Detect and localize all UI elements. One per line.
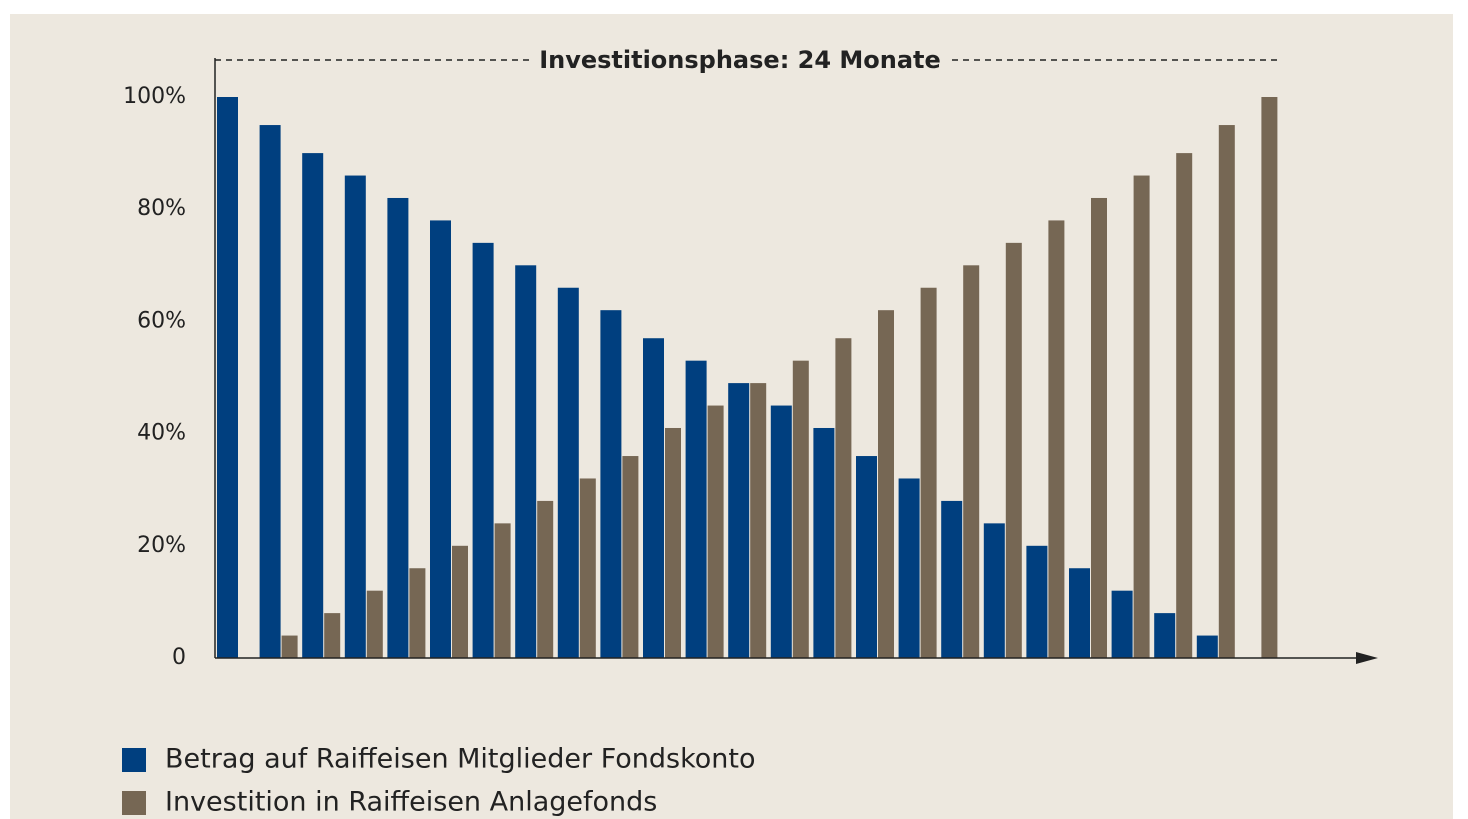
- legend-swatch: [122, 748, 146, 772]
- bar: [430, 220, 451, 659]
- bar: [472, 242, 494, 659]
- bar: [1091, 197, 1107, 659]
- y-tick-label: 20%: [137, 533, 186, 558]
- bar: [1111, 590, 1133, 658]
- x-axis-arrow: [1356, 652, 1378, 664]
- bar: [537, 500, 554, 658]
- bar: [259, 125, 281, 659]
- bar: [387, 197, 409, 659]
- bar: [622, 456, 639, 658]
- bar: [813, 427, 835, 658]
- title-bg: [532, 44, 948, 76]
- bar: [366, 590, 383, 658]
- bar: [302, 153, 324, 658]
- bar: [941, 500, 963, 658]
- bar: [1196, 635, 1218, 658]
- bar: [1154, 613, 1176, 658]
- chart-title: Investitionsphase: 24 Monate: [539, 46, 941, 74]
- legend-label: Investition in Raiffeisen Anlagefonds: [165, 787, 657, 818]
- bar: [920, 287, 937, 658]
- bar: [452, 545, 468, 658]
- bar: [1026, 545, 1048, 658]
- bar: [770, 405, 792, 658]
- bar: [281, 635, 298, 658]
- bar: [750, 383, 767, 658]
- legend-swatch: [122, 791, 146, 815]
- bar: [643, 338, 664, 658]
- bar: [494, 523, 511, 658]
- y-tick-label: 40%: [137, 421, 186, 446]
- bar: [579, 478, 596, 658]
- bar: [728, 383, 750, 658]
- bar: [600, 310, 622, 658]
- bar: [963, 265, 980, 658]
- y-tick-label: 60%: [137, 308, 186, 333]
- y-tick-label: 100%: [123, 84, 186, 109]
- y-tick-label: 80%: [137, 196, 186, 221]
- bar: [344, 175, 366, 659]
- bar: [217, 97, 238, 658]
- y-tick-label: 0: [172, 645, 186, 670]
- bar: [1005, 242, 1022, 659]
- bar: [1048, 220, 1065, 659]
- bar: [983, 523, 1005, 658]
- bar: [685, 360, 707, 658]
- bar: [515, 265, 537, 658]
- bar: [1218, 125, 1235, 659]
- bar: [557, 287, 579, 658]
- bar: [1176, 153, 1193, 658]
- bar: [898, 478, 920, 658]
- bar: [1261, 97, 1278, 658]
- bar: [878, 310, 894, 658]
- bar: [1133, 175, 1150, 659]
- bar: [1069, 568, 1090, 658]
- bar: [856, 456, 877, 658]
- bar: [792, 360, 809, 658]
- bar: [409, 568, 426, 658]
- bar: [665, 427, 681, 658]
- bar: [835, 338, 852, 658]
- legend-label: Betrag auf Raiffeisen Mitglieder Fondsko…: [165, 744, 756, 775]
- bar: [324, 613, 341, 658]
- bar: [707, 405, 724, 658]
